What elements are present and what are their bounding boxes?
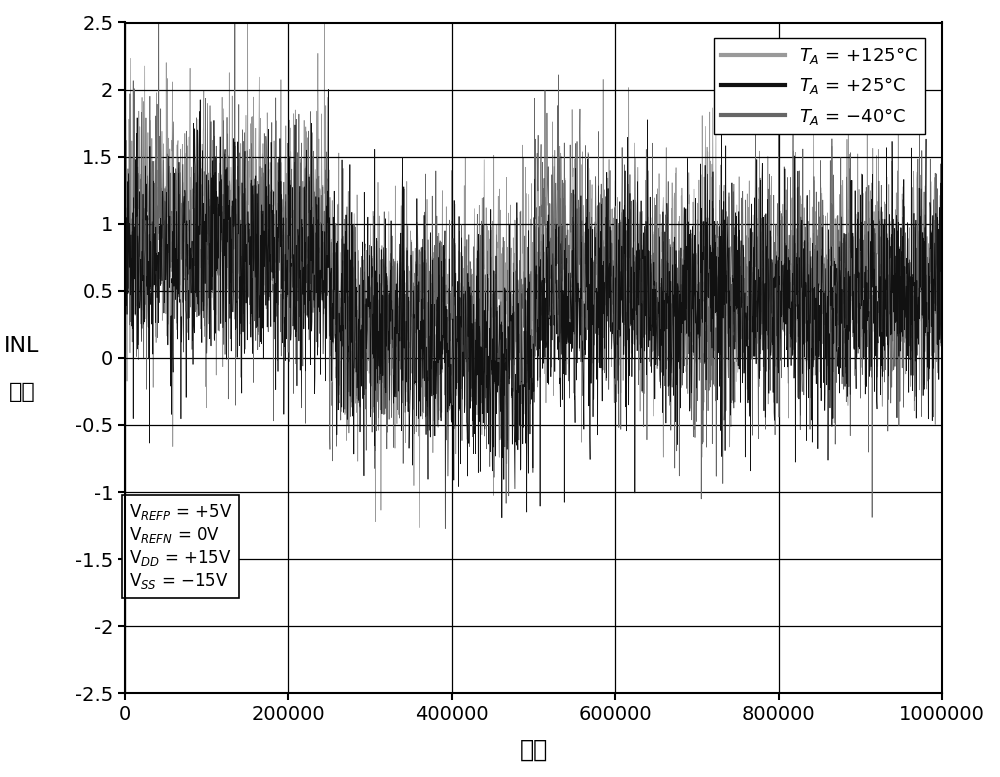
Text: 误差: 误差 [9, 382, 35, 402]
X-axis label: 码値: 码値 [519, 738, 548, 762]
Legend: $T_A$ = +125°C, $T_A$ = +25°C, $T_A$ = −40°C: $T_A$ = +125°C, $T_A$ = +25°C, $T_A$ = −… [714, 38, 925, 134]
Text: INL: INL [4, 336, 40, 356]
Text: V$_{REFP}$ = +5V
V$_{REFN}$ = 0V
V$_{DD}$ = +15V
V$_{SS}$ = −15V: V$_{REFP}$ = +5V V$_{REFN}$ = 0V V$_{DD}… [129, 502, 233, 591]
